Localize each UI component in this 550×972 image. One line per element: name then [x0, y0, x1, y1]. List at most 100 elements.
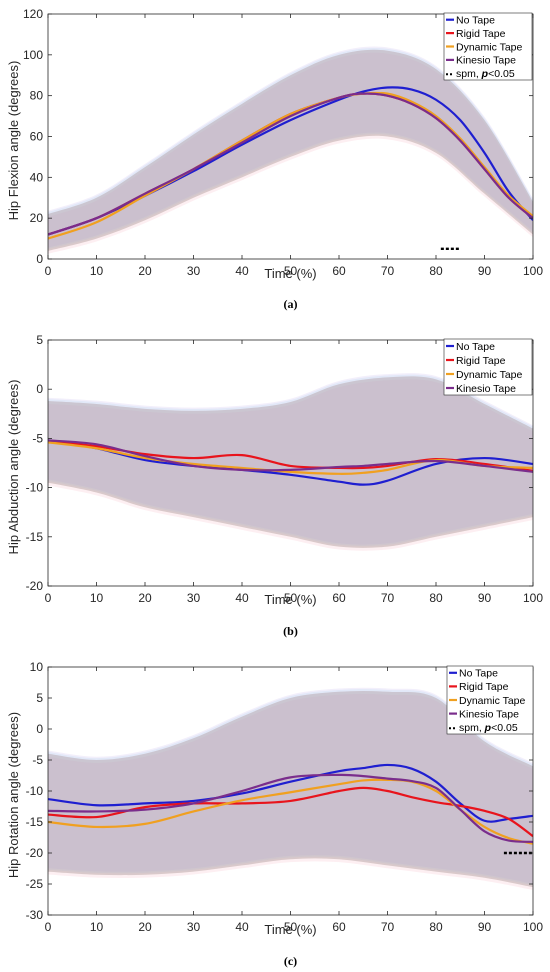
x-axis-label: Time (%) — [264, 266, 316, 281]
x-tick-label: 70 — [381, 264, 395, 278]
x-tick-label: 80 — [429, 920, 443, 934]
y-tick-label: -10 — [26, 481, 44, 495]
y-tick-label: 0 — [36, 382, 43, 396]
x-tick-label: 90 — [478, 591, 492, 605]
x-tick-label: 30 — [187, 591, 201, 605]
series-line-no-tape — [48, 763, 533, 823]
y-tick-label: 40 — [30, 170, 44, 184]
series-line-kinesio-tape — [48, 773, 533, 843]
series-line-dynamic-tape — [48, 778, 533, 845]
chart-panel-3: 0 10 20 30 40 50 60 70 80 90 100 -30 -25 -20 -15 -10 -5 0… — [6, 660, 543, 968]
sd-band — [48, 373, 533, 545]
x-tick-label: 90 — [478, 920, 492, 934]
sd-band — [48, 691, 533, 888]
y-tick-label: 120 — [23, 7, 43, 21]
x-tick-label: 60 — [332, 920, 346, 934]
chart-panel-2: 0 10 20 30 40 50 60 70 80 90 100 -20 -15 -10 -5 0 5 Time … — [6, 333, 543, 638]
sd-band — [48, 49, 533, 251]
panel-label: (c) — [284, 954, 297, 968]
sd-band — [48, 46, 533, 248]
x-tick-label: 30 — [187, 920, 201, 934]
y-tick-label: -25 — [26, 877, 44, 891]
legend-entry: Rigid Tape — [456, 28, 506, 40]
y-tick-label: -5 — [32, 753, 43, 767]
y-tick-label: 0 — [36, 252, 43, 266]
x-tick-label: 0 — [45, 591, 52, 605]
sd-band — [48, 691, 533, 888]
x-tick-label: 40 — [235, 920, 249, 934]
chart-panel-1: 0 10 20 30 40 50 60 70 80 90 100 0 20 40 60 80 100 120 Tim… — [6, 7, 543, 311]
sd-band — [48, 374, 533, 547]
series-line-kinesio-tape — [48, 92, 533, 236]
y-tick-label: 60 — [30, 130, 44, 144]
x-tick-label: 80 — [429, 264, 443, 278]
y-tick-label: 80 — [30, 89, 44, 103]
legend-entry: Kinesio Tape — [459, 708, 519, 720]
y-axis-label: Hip Rotation angle (degrees) — [6, 712, 21, 878]
legend-entry: Dynamic Tape — [459, 695, 525, 707]
legend-entry: Dynamic Tape — [456, 41, 522, 53]
series-line-no-tape — [48, 439, 533, 486]
x-tick-label: 100 — [523, 264, 543, 278]
x-tick-label: 20 — [138, 591, 152, 605]
sd-band — [48, 49, 533, 251]
x-tick-label: 30 — [187, 264, 201, 278]
y-tick-label: 100 — [23, 48, 43, 62]
sd-bands — [48, 687, 533, 890]
sd-band — [48, 376, 533, 548]
x-tick-label: 100 — [523, 591, 543, 605]
legend-entry: spm, p<0.05 — [459, 722, 518, 734]
y-tick-label: -15 — [26, 815, 44, 829]
x-tick-label: 20 — [138, 920, 152, 934]
x-tick-label: 60 — [332, 264, 346, 278]
x-tick-label: 70 — [381, 591, 395, 605]
y-tick-label: -5 — [32, 431, 43, 445]
x-tick-label: 10 — [90, 591, 104, 605]
series-line-dynamic-tape — [48, 441, 533, 475]
x-tick-label: 0 — [45, 920, 52, 934]
x-tick-label: 50 — [284, 920, 298, 934]
x-tick-label: 50 — [284, 264, 298, 278]
sd-band — [48, 687, 533, 884]
sd-band — [48, 376, 533, 548]
y-tick-label: 10 — [30, 660, 44, 674]
x-tick-label: 40 — [235, 591, 249, 605]
x-tick-label: 90 — [478, 264, 492, 278]
y-axis-label: Hip Flexion angle (degrees) — [6, 61, 21, 221]
sd-band — [48, 689, 533, 886]
series-line-kinesio-tape — [48, 439, 533, 473]
panel-label: (a) — [284, 297, 298, 311]
panel-label: (b) — [283, 624, 298, 638]
y-tick-label: -10 — [26, 784, 44, 798]
y-tick-label: -30 — [26, 908, 44, 922]
x-tick-label: 10 — [90, 920, 104, 934]
legend-entry: spm, p<0.05 — [456, 68, 515, 80]
legend-entry: No Tape — [456, 15, 495, 27]
x-tick-label: 50 — [284, 591, 298, 605]
legend-entry: Kinesio Tape — [456, 383, 516, 395]
sd-band — [48, 47, 533, 249]
x-axis-label: Time (%) — [264, 592, 316, 607]
y-axis-label: Hip Abduction angle (degrees) — [6, 380, 21, 555]
x-tick-label: 100 — [523, 920, 543, 934]
y-tick-label: -15 — [26, 530, 44, 544]
sd-bands — [48, 373, 533, 551]
legend-entry: No Tape — [459, 668, 498, 680]
x-tick-label: 70 — [381, 920, 395, 934]
y-tick-label: 20 — [30, 211, 44, 225]
y-tick-label: -20 — [26, 846, 44, 860]
x-tick-label: 80 — [429, 591, 443, 605]
legend-entry: Kinesio Tape — [456, 55, 516, 67]
legend-entry: No Tape — [456, 341, 495, 353]
legend-entry: Rigid Tape — [459, 681, 509, 693]
y-tick-label: 5 — [36, 333, 43, 347]
x-tick-label: 20 — [138, 264, 152, 278]
x-tick-label: 0 — [45, 264, 52, 278]
x-tick-label: 40 — [235, 264, 249, 278]
legend-entry: Rigid Tape — [456, 355, 506, 367]
x-tick-label: 60 — [332, 591, 346, 605]
